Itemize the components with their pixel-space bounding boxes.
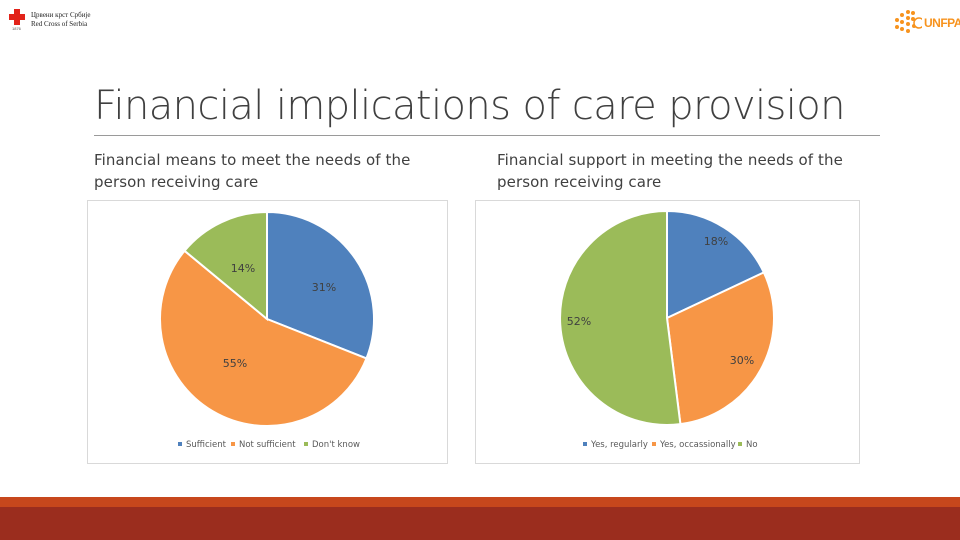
left-chart-subtitle: Financial means to meet the needs of the… xyxy=(94,151,411,191)
pie-data-label: 31% xyxy=(312,281,336,294)
pie-slice-yes-occassionally xyxy=(665,271,775,426)
red-cross-emblem: 1876 xyxy=(8,8,26,32)
unfpa-logo: UNFPA xyxy=(892,8,960,38)
pie-data-label: 18% xyxy=(704,235,728,248)
financial-support-pie-chart: 18% 30% 52% Yes, regularly Yes, occassionall… xyxy=(559,209,775,450)
legend-swatch xyxy=(231,442,235,446)
title-divider xyxy=(94,135,880,136)
logo-text-line: Red Cross of Serbia xyxy=(31,20,88,28)
right-chart-subtitle: Financial support in meeting the needs o… xyxy=(497,151,843,191)
pie-slice-not-sufficient xyxy=(159,249,368,428)
legend-swatch xyxy=(738,442,742,446)
unfpa-text: UNFPA xyxy=(924,16,960,30)
pie-slice-no xyxy=(559,209,682,426)
pie-data-label: 55% xyxy=(223,357,247,370)
legend-label: No xyxy=(746,440,758,450)
legend-swatch xyxy=(652,442,656,446)
slide-title: Financial implications of care provision xyxy=(94,83,846,129)
right-chart-frame: 18% 30% 52% Yes, regularly Yes, occassionall… xyxy=(475,200,860,464)
pie-slice-sufficient xyxy=(266,210,375,360)
logo-text-line: Црвени крст Србије xyxy=(31,11,91,19)
legend-label: Sufficient xyxy=(186,440,227,450)
logo-year: 1876 xyxy=(12,26,21,31)
pie-slice-don-t-know xyxy=(183,210,268,322)
logo-text: Црвени крст Србије Red Cross of Serbia xyxy=(31,11,91,29)
footer-stripe-top xyxy=(0,497,960,507)
legend-swatch xyxy=(583,442,587,446)
footer-stripe-bottom xyxy=(0,507,960,540)
pie-data-label: 30% xyxy=(730,354,754,367)
financial-means-pie-chart: 31% 55% 14% Sufficient Not sufficient Don't k… xyxy=(159,210,375,450)
legend-label: Yes, regularly xyxy=(590,440,648,450)
legend-swatch xyxy=(178,442,182,446)
legend-label: Yes, occassionally xyxy=(659,440,736,450)
pie-data-label: 14% xyxy=(231,262,255,275)
pie-slice-yes-regularly xyxy=(666,209,766,320)
pie-data-label: 52% xyxy=(567,315,591,328)
legend-label: Don't know xyxy=(312,440,360,450)
unfpa-dots-icon xyxy=(895,10,925,33)
left-chart-frame: 31% 55% 14% Sufficient Not sufficient Don't k… xyxy=(87,200,448,464)
red-cross-serbia-logo: 1876 Црвени крст Србије Red Cross of Serb… xyxy=(8,8,91,32)
red-cross-icon xyxy=(9,9,25,25)
legend-label: Not sufficient xyxy=(239,440,296,450)
legend-swatch xyxy=(304,442,308,446)
